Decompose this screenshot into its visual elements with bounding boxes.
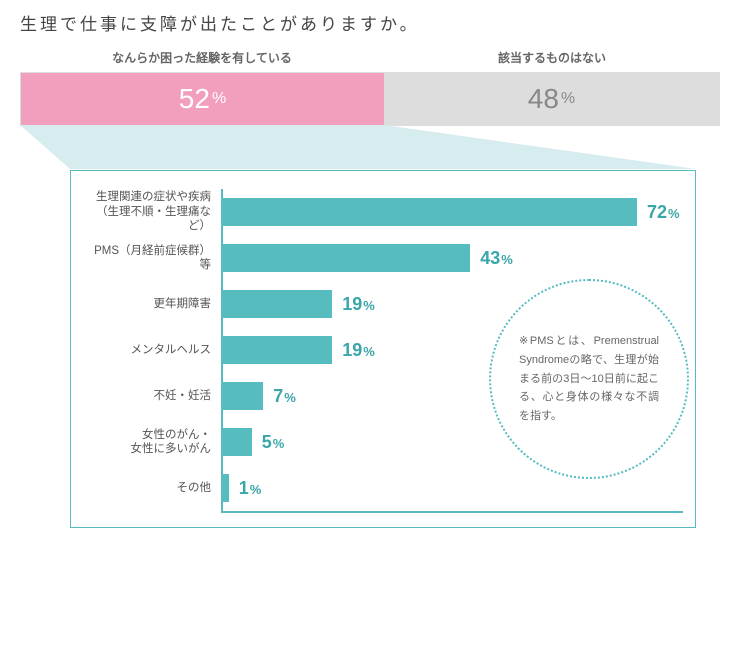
- segment-b-value: 48: [528, 83, 559, 115]
- percent-unit: %: [212, 90, 226, 108]
- bar: [223, 428, 252, 456]
- bar-row: PMS（月経前症候群）等 43%: [83, 235, 683, 281]
- bar-area: 43%: [221, 235, 683, 281]
- bar: [223, 336, 332, 364]
- bar-value: 72%: [647, 202, 680, 223]
- bar: [223, 290, 332, 318]
- bar-label: 生理関連の症状や疾病（生理不順・生理痛など）: [83, 190, 221, 233]
- bar: [223, 244, 470, 272]
- detail-chart: 生理関連の症状や疾病（生理不順・生理痛など） 72% PMS（月経前症候群）等 43%…: [70, 170, 696, 528]
- pointer-svg: [20, 125, 720, 171]
- stacked-bar: 52% 48%: [20, 72, 720, 126]
- bar-value: 43%: [480, 248, 513, 269]
- percent-unit: %: [561, 90, 575, 108]
- segment-a: 52%: [21, 73, 384, 125]
- bar-label: 不妊・妊活: [83, 389, 221, 403]
- question-title: 生理で仕事に支障が出たことがありますか。: [20, 10, 720, 35]
- bar-label: 女性のがん・女性に多いがん: [83, 428, 221, 457]
- x-axis: [221, 511, 683, 513]
- bar-label: メンタルヘルス: [83, 343, 221, 357]
- segment-b-label: 該当するものはない: [384, 49, 720, 72]
- bar-label: PMS（月経前症候群）等: [83, 244, 221, 273]
- note-circle: ※PMSとは、Premenstrual Syndromeの略で、生理が始まる前の…: [489, 279, 689, 479]
- segment-a-value: 52: [179, 83, 210, 115]
- bar-value: 5%: [262, 432, 285, 453]
- bar: [223, 474, 229, 502]
- bar-value: 1%: [239, 478, 262, 499]
- stacked-bar-section: なんらか困った経験を有している 該当するものはない 52% 48%: [20, 49, 720, 126]
- bar-value: 19%: [342, 340, 375, 361]
- bar-label: その他: [83, 481, 221, 495]
- bar-value: 7%: [273, 386, 296, 407]
- bar: [223, 198, 637, 226]
- segment-a-label: なんらか困った経験を有している: [20, 49, 384, 72]
- bar: [223, 382, 263, 410]
- pointer-triangle: [20, 126, 720, 170]
- bar-value: 19%: [342, 294, 375, 315]
- segment-b: 48%: [384, 73, 719, 125]
- note-text: ※PMSとは、Premenstrual Syndromeの略で、生理が始まる前の…: [519, 332, 659, 425]
- stacked-bar-labels: なんらか困った経験を有している 該当するものはない: [20, 49, 720, 72]
- bar-label: 更年期障害: [83, 297, 221, 311]
- bar-row: 生理関連の症状や疾病（生理不順・生理痛など） 72%: [83, 189, 683, 235]
- bar-area: 72%: [221, 189, 683, 235]
